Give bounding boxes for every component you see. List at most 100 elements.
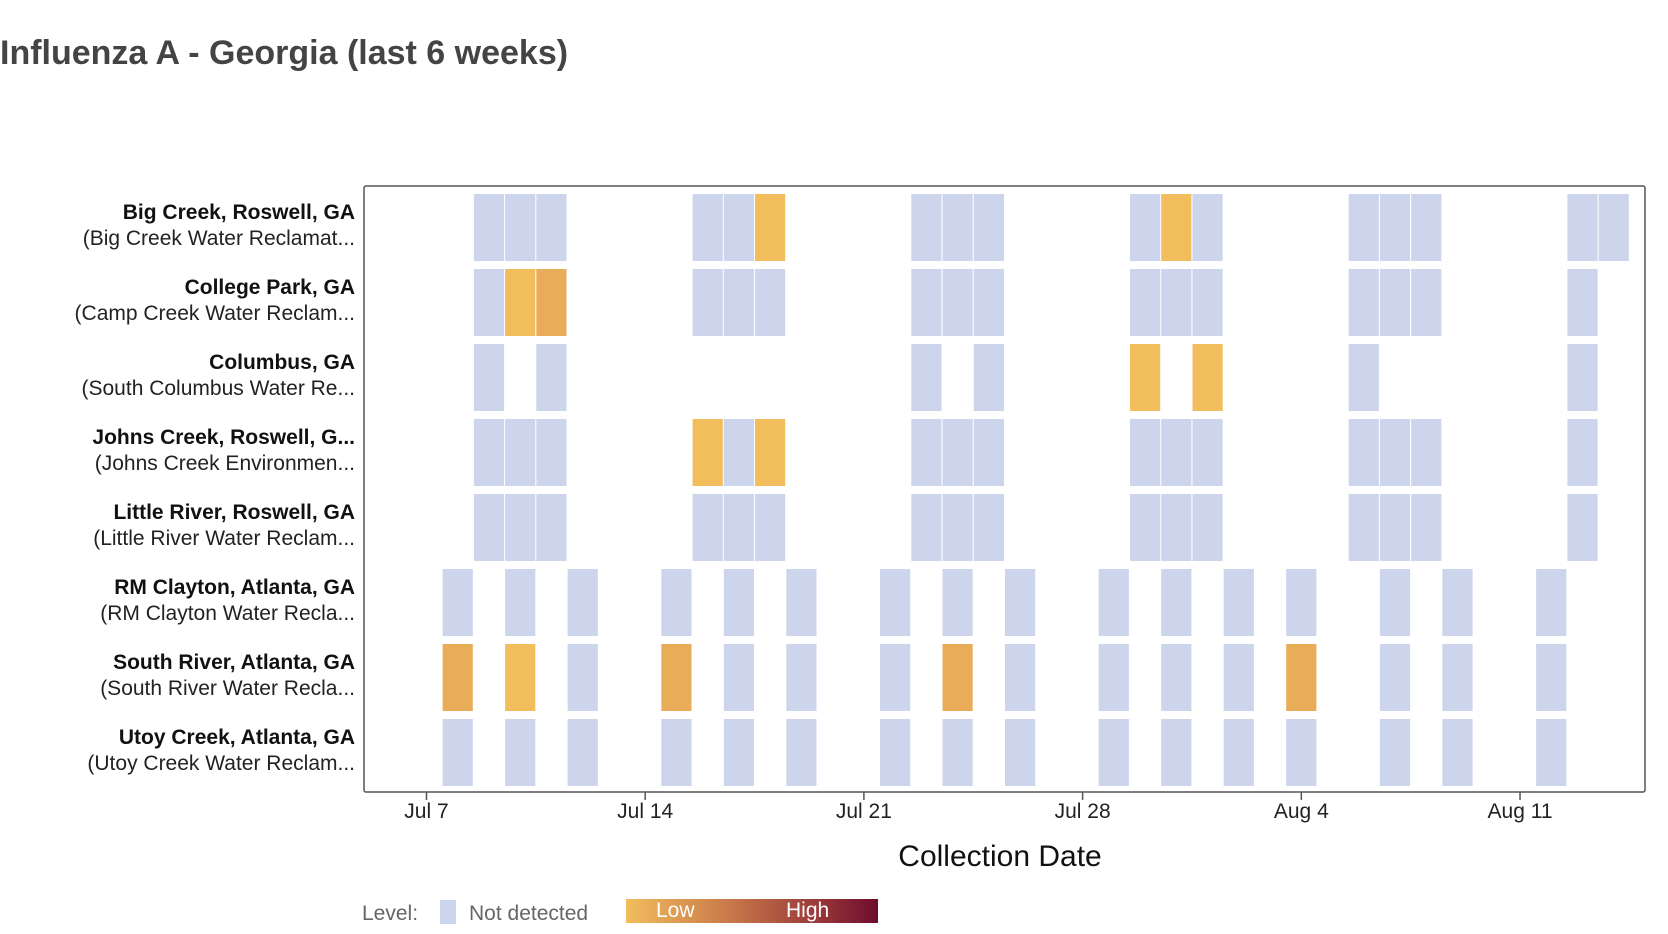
heatmap-cell[interactable] (1192, 494, 1223, 561)
heatmap-cell[interactable] (1536, 719, 1567, 786)
heatmap-cell[interactable] (536, 494, 567, 561)
heatmap-cell[interactable] (755, 419, 786, 486)
heatmap-cell[interactable] (473, 344, 505, 411)
heatmap-cell[interactable] (1567, 494, 1598, 561)
heatmap-cell[interactable] (1161, 494, 1192, 561)
heatmap-cell[interactable] (1567, 419, 1598, 486)
heatmap-cell[interactable] (505, 194, 536, 261)
heatmap-cell[interactable] (1411, 269, 1442, 336)
heatmap-cell[interactable] (661, 569, 692, 636)
heatmap-cell[interactable] (1348, 194, 1379, 261)
heatmap-cell[interactable] (442, 569, 473, 636)
heatmap-cell[interactable] (1348, 344, 1379, 411)
heatmap-cell[interactable] (1411, 494, 1442, 561)
heatmap-cell[interactable] (1442, 569, 1473, 636)
heatmap-cell[interactable] (755, 494, 786, 561)
heatmap-cell[interactable] (1536, 644, 1567, 711)
heatmap-cell[interactable] (1130, 419, 1161, 486)
heatmap-cell[interactable] (942, 719, 973, 786)
heatmap-cell[interactable] (1567, 344, 1598, 411)
heatmap-cell[interactable] (1286, 644, 1317, 711)
heatmap-cell[interactable] (942, 494, 973, 561)
heatmap-cell[interactable] (661, 719, 692, 786)
heatmap-cell[interactable] (505, 644, 536, 711)
heatmap-cell[interactable] (536, 419, 567, 486)
heatmap-cell[interactable] (1005, 644, 1036, 711)
heatmap-cell[interactable] (755, 194, 786, 261)
heatmap-cell[interactable] (1192, 419, 1223, 486)
heatmap-cell[interactable] (723, 194, 754, 261)
heatmap-cell[interactable] (1005, 719, 1036, 786)
heatmap-cell[interactable] (1161, 644, 1192, 711)
heatmap-cell[interactable] (661, 644, 692, 711)
heatmap-cell[interactable] (1223, 644, 1254, 711)
heatmap-cell[interactable] (911, 194, 942, 261)
heatmap-cell[interactable] (786, 644, 817, 711)
heatmap-cell[interactable] (755, 269, 786, 336)
heatmap-cell[interactable] (1379, 644, 1411, 711)
heatmap-cell[interactable] (1379, 419, 1411, 486)
heatmap-cell[interactable] (1098, 719, 1129, 786)
heatmap-cell[interactable] (1379, 194, 1411, 261)
heatmap-cell[interactable] (1161, 719, 1192, 786)
heatmap-cell[interactable] (1567, 269, 1598, 336)
heatmap-cell[interactable] (1223, 569, 1254, 636)
heatmap-cell[interactable] (1161, 569, 1192, 636)
heatmap-cell[interactable] (1411, 419, 1442, 486)
heatmap-cell[interactable] (442, 644, 473, 711)
heatmap-cell[interactable] (1192, 269, 1223, 336)
heatmap-cell[interactable] (1161, 269, 1192, 336)
heatmap-cell[interactable] (880, 644, 911, 711)
heatmap-cell[interactable] (1348, 494, 1379, 561)
heatmap-cell[interactable] (473, 269, 505, 336)
heatmap-cell[interactable] (505, 494, 536, 561)
heatmap-cell[interactable] (723, 719, 754, 786)
heatmap-cell[interactable] (1130, 194, 1161, 261)
heatmap-cell[interactable] (942, 569, 973, 636)
heatmap-cell[interactable] (911, 269, 942, 336)
heatmap-cell[interactable] (1192, 194, 1223, 261)
heatmap-cell[interactable] (1379, 494, 1411, 561)
heatmap-cell[interactable] (473, 194, 505, 261)
heatmap-cell[interactable] (505, 269, 536, 336)
heatmap-cell[interactable] (723, 569, 754, 636)
heatmap-cell[interactable] (1379, 269, 1411, 336)
heatmap-cell[interactable] (973, 194, 1004, 261)
heatmap-cell[interactable] (723, 269, 754, 336)
heatmap-cell[interactable] (723, 644, 754, 711)
heatmap-cell[interactable] (911, 419, 942, 486)
heatmap-cell[interactable] (1286, 569, 1317, 636)
heatmap-cell[interactable] (911, 494, 942, 561)
heatmap-cell[interactable] (723, 494, 754, 561)
heatmap-cell[interactable] (1442, 719, 1473, 786)
heatmap-cell[interactable] (473, 494, 505, 561)
heatmap-cell[interactable] (973, 269, 1004, 336)
heatmap-cell[interactable] (473, 419, 505, 486)
heatmap-cell[interactable] (973, 344, 1004, 411)
heatmap-cell[interactable] (1379, 719, 1411, 786)
heatmap-cell[interactable] (973, 419, 1004, 486)
heatmap-cell[interactable] (442, 719, 473, 786)
heatmap-cell[interactable] (692, 419, 723, 486)
heatmap-cell[interactable] (1130, 494, 1161, 561)
heatmap-cell[interactable] (692, 194, 723, 261)
heatmap-cell[interactable] (1536, 569, 1567, 636)
heatmap-cell[interactable] (723, 419, 754, 486)
heatmap-cell[interactable] (1348, 419, 1379, 486)
heatmap-cell[interactable] (786, 719, 817, 786)
heatmap-cell[interactable] (692, 269, 723, 336)
heatmap-cell[interactable] (505, 419, 536, 486)
heatmap-cell[interactable] (1223, 719, 1254, 786)
heatmap-cell[interactable] (692, 494, 723, 561)
heatmap-cell[interactable] (1442, 644, 1473, 711)
heatmap-cell[interactable] (1348, 269, 1379, 336)
heatmap-cell[interactable] (1161, 194, 1192, 261)
heatmap-cell[interactable] (942, 194, 973, 261)
heatmap-cell[interactable] (1286, 719, 1317, 786)
heatmap-cell[interactable] (911, 344, 942, 411)
heatmap-cell[interactable] (1098, 569, 1129, 636)
heatmap-cell[interactable] (1411, 194, 1442, 261)
heatmap-cell[interactable] (1130, 344, 1161, 411)
heatmap-cell[interactable] (536, 344, 567, 411)
heatmap-cell[interactable] (567, 719, 598, 786)
